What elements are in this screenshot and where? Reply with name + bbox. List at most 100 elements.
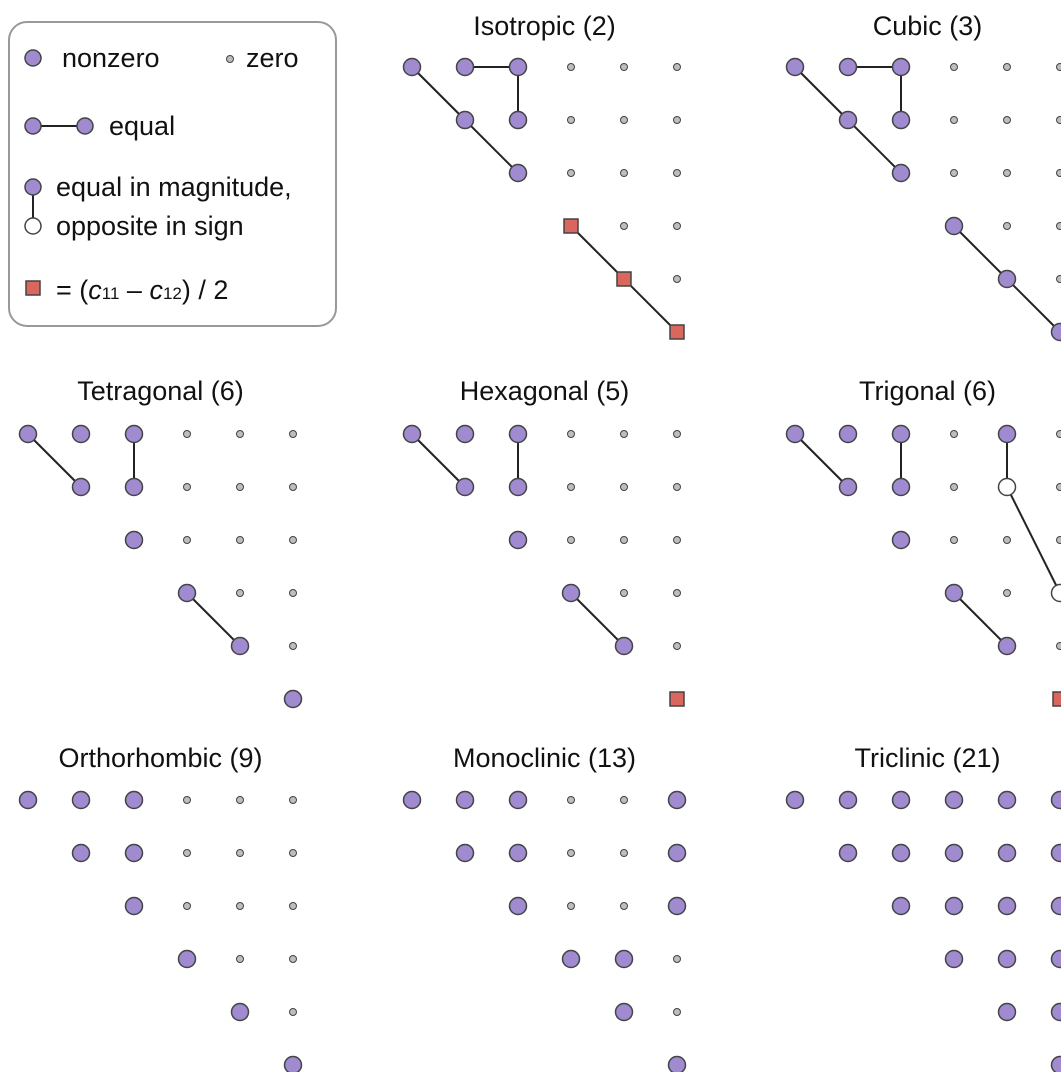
nonzero-marker <box>1050 1055 1061 1072</box>
nonzero-marker <box>508 424 528 444</box>
zero-marker <box>620 849 628 857</box>
zero-marker <box>236 796 244 804</box>
zero-marker <box>620 222 628 230</box>
nonzero-marker <box>785 57 805 77</box>
zero-marker <box>1056 169 1061 177</box>
nonzero-marker <box>508 477 528 497</box>
nonzero-marker <box>944 790 964 810</box>
legend-box <box>8 21 337 327</box>
nonzero-marker <box>508 896 528 916</box>
nonzero-marker <box>997 269 1017 289</box>
zero-marker <box>183 483 191 491</box>
nonzero-marker <box>18 424 38 444</box>
zero-marker <box>620 589 628 597</box>
panel-title: Cubic (3) <box>873 11 983 41</box>
nonzero-marker <box>667 896 687 916</box>
zero-marker <box>567 169 575 177</box>
panel-title: Trigonal (6) <box>859 376 996 406</box>
square-marker <box>669 324 685 340</box>
nonzero-marker <box>997 790 1017 810</box>
panel-title: Orthorhombic (9) <box>58 743 262 773</box>
nonzero-marker <box>71 843 91 863</box>
zero-marker <box>1056 430 1061 438</box>
nonzero-marker <box>997 949 1017 969</box>
zero-marker <box>620 483 628 491</box>
panel-isotropic: Isotropic (2) <box>402 11 685 340</box>
legend-square-marker <box>25 280 41 296</box>
zero-marker <box>1003 169 1011 177</box>
zero-marker <box>673 1008 681 1016</box>
panel-hexagonal: Hexagonal (5) <box>402 376 685 707</box>
zero-marker <box>567 483 575 491</box>
zero-marker <box>1056 536 1061 544</box>
panel-cubic: Cubic (3) <box>785 11 1061 342</box>
equality-link <box>27 433 82 488</box>
equality-link <box>411 433 466 488</box>
nonzero-marker <box>838 57 858 77</box>
zero-marker <box>950 63 958 71</box>
equality-link <box>1006 278 1061 333</box>
nonzero-marker <box>944 896 964 916</box>
zero-marker <box>950 536 958 544</box>
nonzero-marker <box>1050 1002 1061 1022</box>
zero-marker <box>567 63 575 71</box>
panels: Isotropic (2) Cubic (3) Tetragonal (6) Hexa… <box>18 11 1061 1072</box>
nonzero-marker <box>402 790 422 810</box>
formula-c12: c <box>149 275 163 305</box>
zero-marker <box>673 483 681 491</box>
nonzero-marker <box>891 790 911 810</box>
zero-marker <box>236 483 244 491</box>
zero-marker <box>567 116 575 124</box>
formula-eq: = ( <box>56 275 88 305</box>
nonzero-marker <box>283 689 303 709</box>
opposite-marker <box>1050 583 1061 603</box>
zero-marker <box>1003 589 1011 597</box>
zero-marker <box>183 902 191 910</box>
formula-c11: c <box>88 275 102 305</box>
zero-marker <box>183 536 191 544</box>
equality-link <box>623 278 678 333</box>
nonzero-marker <box>997 843 1017 863</box>
nonzero-marker <box>1050 322 1061 342</box>
nonzero-marker <box>455 424 475 444</box>
zero-marker <box>673 116 681 124</box>
zero-marker <box>620 796 628 804</box>
nonzero-marker <box>785 424 805 444</box>
nonzero-marker <box>124 530 144 550</box>
zero-marker <box>673 536 681 544</box>
nonzero-marker <box>455 110 475 130</box>
nonzero-marker <box>177 583 197 603</box>
panel-title: Tetragonal (6) <box>77 376 244 406</box>
zero-marker <box>1003 63 1011 71</box>
nonzero-marker <box>614 1002 634 1022</box>
zero-marker <box>289 430 297 438</box>
nonzero-marker <box>891 110 911 130</box>
opposite-marker <box>997 477 1017 497</box>
legend-equal-marker-left <box>24 117 42 135</box>
zero-marker <box>620 430 628 438</box>
nonzero-marker <box>177 949 197 969</box>
nonzero-marker <box>508 110 528 130</box>
nonzero-marker <box>1050 949 1061 969</box>
nonzero-marker <box>614 636 634 656</box>
square-marker <box>1052 691 1061 707</box>
nonzero-marker <box>71 424 91 444</box>
nonzero-marker <box>997 424 1017 444</box>
zero-marker <box>236 589 244 597</box>
nonzero-marker <box>508 163 528 183</box>
nonzero-marker <box>508 790 528 810</box>
zero-marker <box>1056 116 1061 124</box>
panel-orthorhombic: Orthorhombic (9) <box>18 743 303 1072</box>
nonzero-marker <box>508 530 528 550</box>
panel-title: Triclinic (21) <box>854 743 1000 773</box>
nonzero-marker <box>402 57 422 77</box>
legend-zero-label: zero <box>246 43 299 73</box>
nonzero-marker <box>891 843 911 863</box>
nonzero-marker <box>997 636 1017 656</box>
zero-marker <box>673 589 681 597</box>
nonzero-marker <box>455 790 475 810</box>
nonzero-marker <box>561 949 581 969</box>
zero-marker <box>620 902 628 910</box>
legend-square-formula: = (c11 – c12) / 2 <box>56 275 228 305</box>
